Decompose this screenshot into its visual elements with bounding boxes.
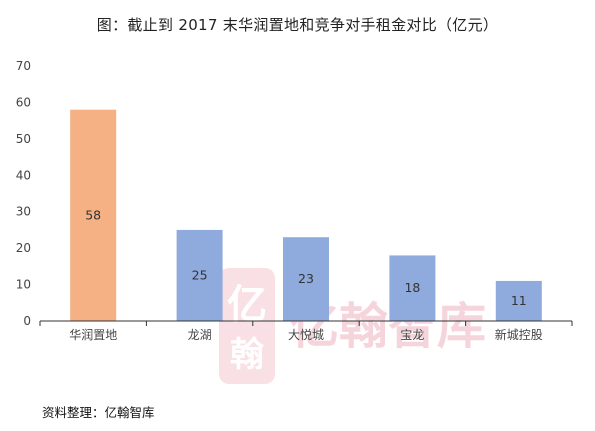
y-tick-label: 0 xyxy=(23,314,31,328)
bars: 58 25 23 18 11 xyxy=(70,109,542,321)
bar xyxy=(389,255,436,321)
chart-title: 图：截止到 2017 末华润置地和竞争对手租金对比（亿元） xyxy=(96,16,499,34)
bar-value-label: 23 xyxy=(298,271,314,286)
bar xyxy=(70,109,117,321)
watermark-badge xyxy=(219,268,275,384)
source-note: 资料整理：亿翰智库 xyxy=(42,405,155,420)
watermark-icon-char: 亿 xyxy=(227,282,267,328)
y-tick-label: 30 xyxy=(16,205,31,219)
bar-value-label: 18 xyxy=(404,280,420,295)
y-tick-label: 60 xyxy=(16,95,31,109)
bar xyxy=(283,237,329,321)
x-tick-label: 华润置地 xyxy=(69,328,117,342)
x-tick-label: 龙湖 xyxy=(188,327,212,342)
x-axis: 华润置地 龙湖 大悦城 宝龙 新城控股 xyxy=(39,320,573,342)
x-tick-label: 宝龙 xyxy=(400,328,424,342)
y-tick-label: 70 xyxy=(16,59,31,73)
y-tick-label: 20 xyxy=(16,241,31,255)
y-tick-label: 40 xyxy=(16,168,31,182)
y-tick-label: 50 xyxy=(16,132,31,146)
bar-value-label: 25 xyxy=(192,267,208,282)
x-tick-label: 大悦城 xyxy=(288,328,324,342)
bar xyxy=(495,280,542,321)
x-tick-label: 新城控股 xyxy=(495,327,543,342)
bar-value-label: 58 xyxy=(85,207,101,222)
watermark-logo: 亿翰 亿翰智库 xyxy=(219,268,486,384)
y-tick-label: 10 xyxy=(16,278,31,292)
watermark-icon-sub: 翰 xyxy=(230,335,264,375)
y-axis: 0 10 20 30 40 50 60 70 xyxy=(16,59,31,328)
bar-value-label: 11 xyxy=(511,293,527,308)
bar xyxy=(176,229,223,321)
